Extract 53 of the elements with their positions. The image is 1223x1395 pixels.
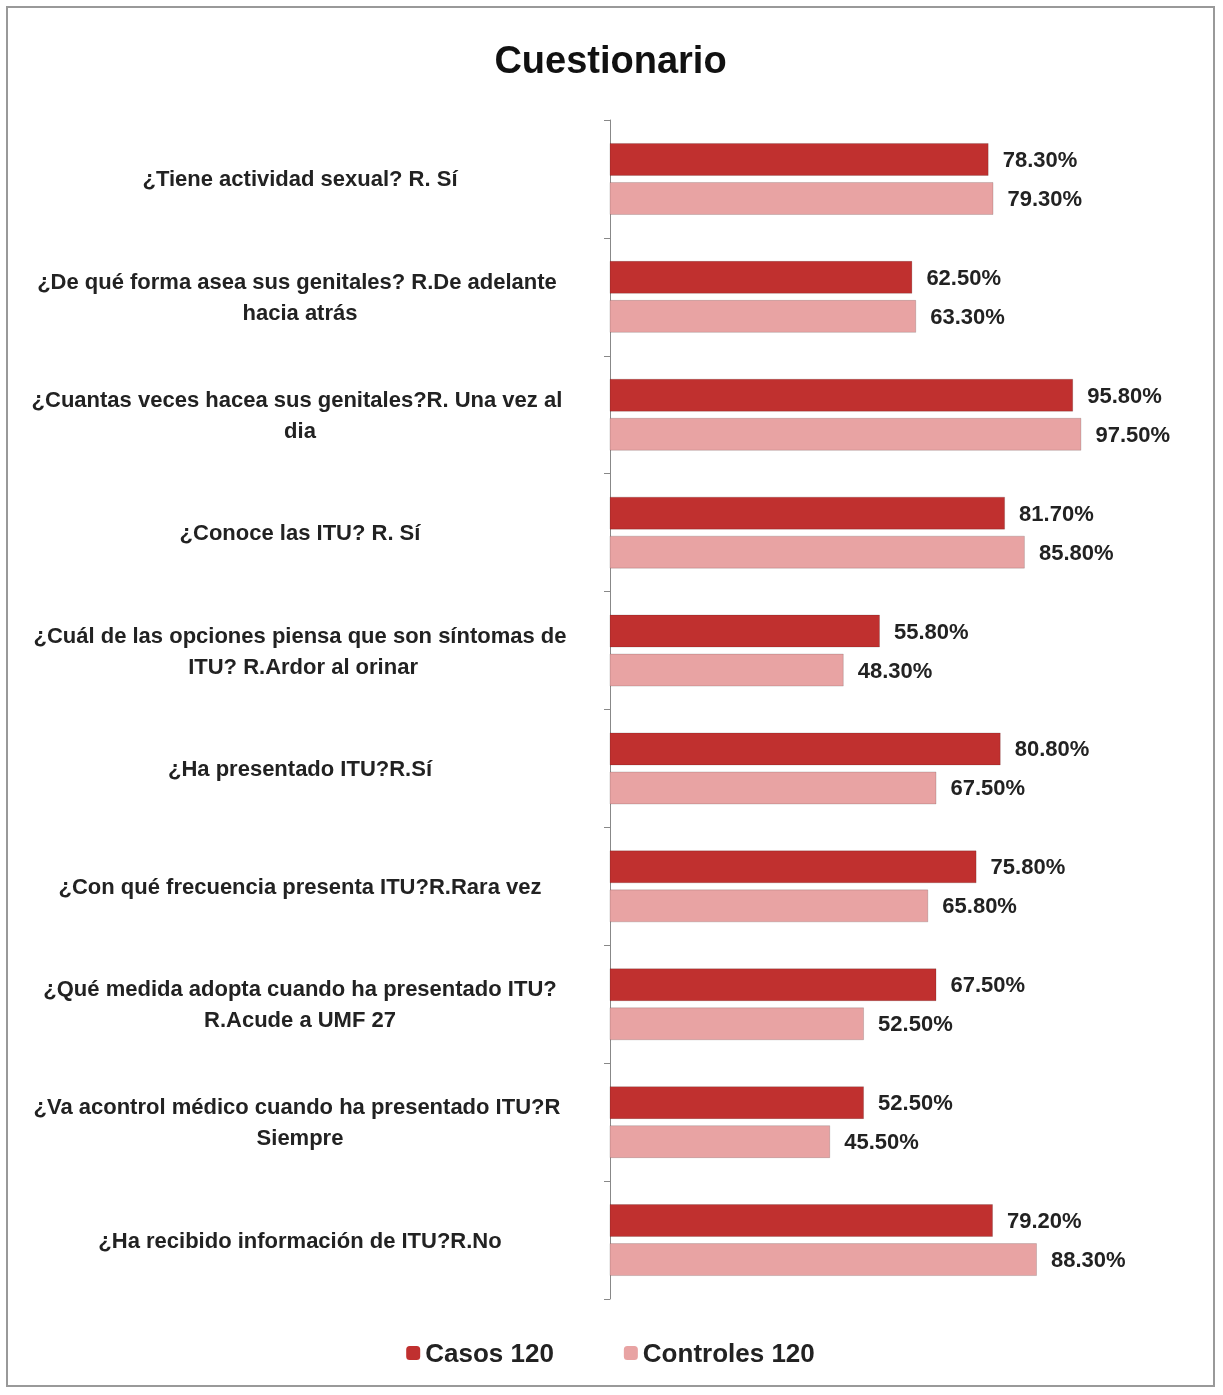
bar [609, 1007, 865, 1041]
y-tick-label: ¿Va acontrol médico cuando ha presentado ITU?R Siempre [33, 1094, 567, 1151]
y-tick-label: ¿Conoce las ITU? R. Sí [179, 520, 422, 546]
bar [609, 260, 913, 294]
legend-label: Casos 120 [425, 1338, 554, 1368]
data-label: 52.50% [878, 1090, 953, 1116]
data-label: 65.80% [942, 893, 1017, 919]
data-label: 55.80% [894, 618, 969, 644]
y-tick-label: ¿Qué medida adopta cuando ha presentado ITU?R.Acude a UMF 27 [43, 976, 557, 1033]
bar [609, 614, 881, 648]
data-label: 48.30% [857, 657, 933, 683]
bar [609, 299, 917, 333]
data-label: 95.80% [1087, 382, 1162, 408]
data-label: 62.50% [926, 264, 1001, 290]
data-label: 63.30% [930, 303, 1005, 329]
data-label: 75.80% [990, 854, 1066, 880]
bar [609, 653, 844, 687]
data-label: 52.50% [878, 1011, 953, 1037]
bar [609, 968, 937, 1002]
y-tick-label: ¿Cuantas veces hacea sus genitales?R. Una vez al dia [31, 386, 569, 443]
data-label: 88.30% [1050, 1247, 1126, 1273]
data-label: 81.70% [1019, 500, 1094, 526]
data-label: 85.80% [1038, 539, 1114, 565]
data-label: 67.50% [950, 775, 1026, 801]
data-label: 67.50% [950, 972, 1026, 998]
bar [609, 142, 989, 176]
y-tick-label: ¿Cuál de las opciones piensa que son síntomas de ITU? R.Ardor al orinar [33, 622, 567, 679]
y-tick-label: ¿Con qué frecuencia presenta ITU?R.Rara vez [58, 873, 542, 899]
chart-title: Cuestionario [494, 39, 727, 81]
data-label: 78.30% [1002, 146, 1078, 172]
data-label: 45.50% [844, 1129, 919, 1155]
y-tick-label: ¿Ha recibido información de ITU?R.No [98, 1227, 502, 1253]
data-label: 97.50% [1095, 421, 1171, 447]
bar [609, 1086, 865, 1120]
bar [609, 1125, 831, 1159]
y-tick-label: ¿Ha presentado ITU?R.Sí [167, 755, 433, 781]
bar [609, 417, 1082, 451]
bar [609, 1204, 994, 1238]
bar [609, 496, 1006, 530]
data-label: 80.80% [1014, 736, 1090, 762]
bar [609, 1243, 1037, 1277]
y-tick-label: ¿De qué forma asea sus genitales? R.De adelante hacia atrás [37, 268, 563, 325]
bar [609, 535, 1025, 569]
data-label: 79.30% [1007, 185, 1083, 211]
bar [609, 850, 977, 884]
bar [609, 181, 994, 215]
bar [609, 732, 1001, 766]
data-label: 79.20% [1007, 1208, 1082, 1234]
bar [609, 889, 929, 923]
y-tick-label: ¿Tiene actividad sexual? R. Sí [142, 166, 459, 192]
bar [609, 771, 937, 805]
legend-label: Controles 120 [642, 1338, 815, 1368]
bar [609, 378, 1074, 412]
